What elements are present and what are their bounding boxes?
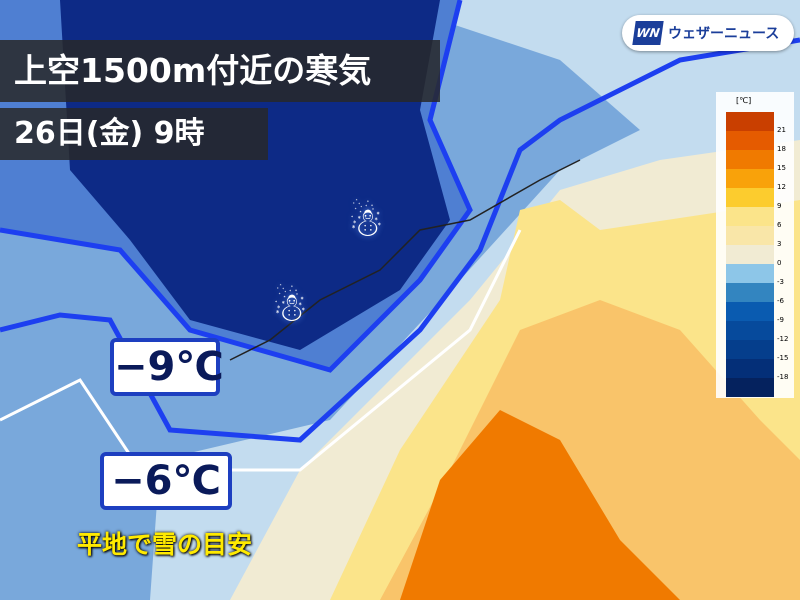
colorbar-segment (726, 169, 774, 188)
colorbar-segment (726, 112, 774, 131)
colorbar-unit: [℃] (736, 96, 752, 105)
wn-logo-mark: WN (632, 21, 664, 45)
minus6-label: −6℃ (100, 452, 232, 510)
snow-guideline-note: 平地で雪の目安 (77, 530, 253, 559)
colorbar-tick: 0 (777, 259, 782, 267)
colorbar-segment (726, 207, 774, 226)
colorbar-segment (726, 264, 774, 283)
colorbar-tick: 21 (777, 126, 786, 134)
map-title: 上空1500m付近の寒気 (0, 40, 440, 102)
logo-text: ウェザーニュース (668, 26, 780, 42)
colorbar-segment (726, 340, 774, 359)
weathernews-logo: WN ウェザーニュース (622, 15, 794, 51)
colorbar-tick: 18 (777, 145, 786, 153)
colorbar-tick: -6 (777, 297, 784, 305)
colorbar-segment (726, 245, 774, 264)
colorbar-tick: -3 (777, 278, 784, 286)
colorbar-segment (726, 188, 774, 207)
forecast-time: 26日(金) 9時 (0, 108, 268, 160)
colorbar-tick: -18 (777, 373, 789, 381)
colorbar-tick: 3 (777, 240, 782, 248)
colorbar-segment (726, 321, 774, 340)
snow-icon: ☃ (348, 200, 384, 246)
colorbar-tick: 6 (777, 221, 782, 229)
temperature-colorbar: [℃] 21 18 15 12 9 6 3 0 -3 -6 -9 -12 -15 -18 (716, 92, 794, 398)
colorbar-segment (726, 150, 774, 169)
colorbar-segment (726, 226, 774, 245)
snow-icon: ☃ (272, 285, 308, 331)
colorbar-tick: -12 (777, 335, 789, 343)
colorbar-tick: 9 (777, 202, 782, 210)
colorbar-segment (726, 359, 774, 378)
colorbar-segment (726, 131, 774, 150)
colorbar-tick: -15 (777, 354, 789, 362)
colorbar-tick: 15 (777, 164, 786, 172)
colorbar-segment (726, 302, 774, 321)
colorbar-tick: 12 (777, 183, 786, 191)
colorbar-tick: -9 (777, 316, 784, 324)
colorbar-segment (726, 378, 774, 397)
colorbar-segment (726, 283, 774, 302)
minus9-label: −9℃ (110, 338, 224, 396)
